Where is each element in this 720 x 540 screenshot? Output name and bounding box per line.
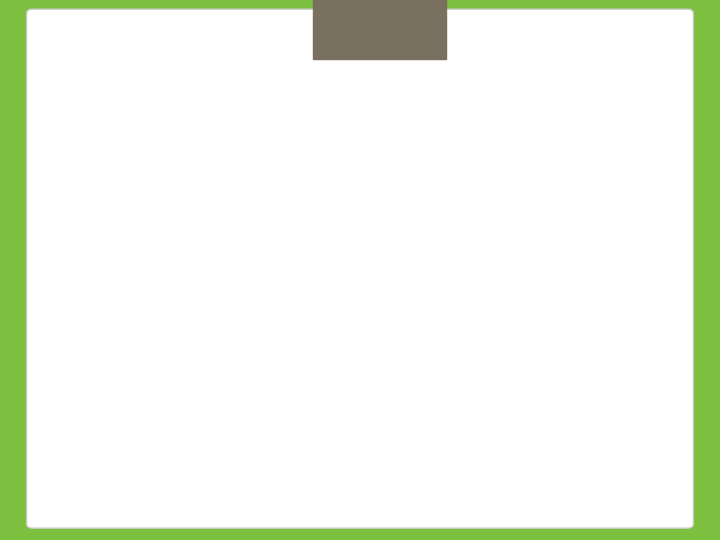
Text: The Genetic Code: The Genetic Code xyxy=(408,224,586,242)
Text: G: G xyxy=(598,346,612,364)
Text: Each three base pairs is called a CODON: Each three base pairs is called a CODON xyxy=(72,168,439,186)
Text: three bases: three bases xyxy=(264,363,322,373)
Text: T: T xyxy=(379,346,390,364)
Text: A: A xyxy=(526,346,538,364)
Text: G: G xyxy=(562,346,575,364)
Text: DNA codes for Amino Acids: DNA codes for Amino Acids xyxy=(52,72,605,106)
Ellipse shape xyxy=(482,423,508,443)
Text: C: C xyxy=(636,346,648,364)
Ellipse shape xyxy=(593,423,618,443)
Ellipse shape xyxy=(372,423,397,443)
Text: ↪: ↪ xyxy=(52,140,70,160)
Text: Each codon is a code for a specific: Each codon is a code for a specific xyxy=(72,196,384,214)
Text: A: A xyxy=(341,346,354,364)
Text: Look at one side of the DNA ladder: Look at one side of the DNA ladder xyxy=(72,140,387,158)
FancyBboxPatch shape xyxy=(330,314,660,330)
Text: ↪: ↪ xyxy=(52,168,70,188)
Text: T: T xyxy=(490,346,500,364)
Text: ↪: ↪ xyxy=(52,196,70,216)
Text: G: G xyxy=(415,346,428,364)
Text: C: C xyxy=(452,346,464,364)
Text: one
amino
acid: one amino acid xyxy=(616,376,646,409)
Text: AMINO ACID: AMINO ACID xyxy=(78,222,188,240)
Text: code for: code for xyxy=(505,384,545,395)
